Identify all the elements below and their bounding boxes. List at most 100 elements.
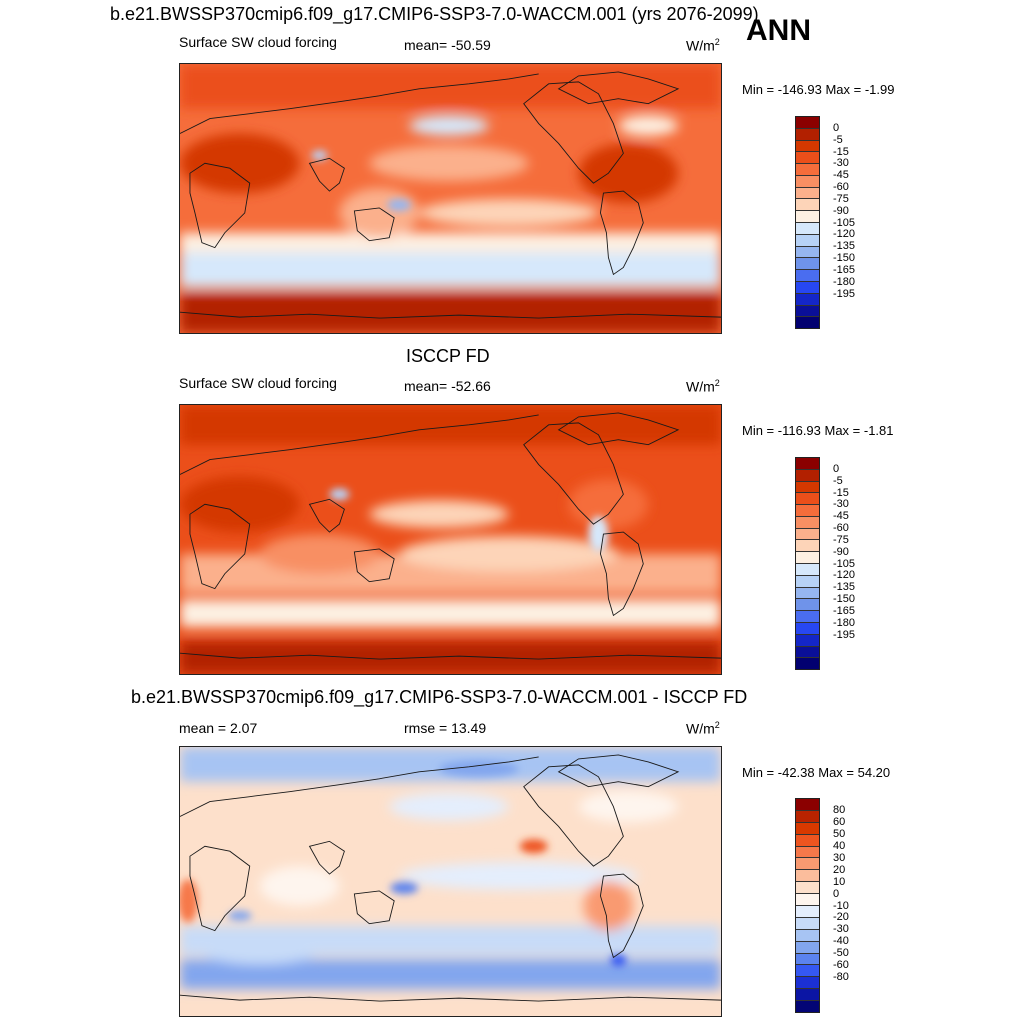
panel-3-rmse-label: rmse = 13.49 bbox=[404, 720, 487, 736]
colorbar-swatch bbox=[796, 929, 819, 942]
colorbar-swatch bbox=[796, 882, 819, 895]
colorbar-swatch bbox=[796, 117, 819, 129]
panel-1-title: b.e21.BWSSP370cmip6.f09_g17.CMIP6-SSP3-7… bbox=[110, 4, 759, 24]
colorbar-tick-label: -120 bbox=[833, 569, 856, 582]
colorbar-tick-label: -80 bbox=[833, 971, 849, 984]
panel-3-colorbar bbox=[795, 798, 820, 1013]
colorbar-tick-label: -135 bbox=[833, 581, 856, 594]
colorbar-swatch bbox=[796, 540, 819, 553]
panel-3-minmax: Min = -42.38 Max = 54.20 bbox=[742, 765, 891, 780]
panel-1-minmax: Min = -146.93 Max = -1.99 bbox=[742, 82, 895, 97]
colorbar-swatch bbox=[796, 564, 819, 576]
colorbar-swatch bbox=[796, 234, 819, 247]
colorbar-tick-label: -40 bbox=[833, 935, 849, 948]
colorbar-tick-label: -150 bbox=[833, 252, 856, 264]
colorbar-swatch bbox=[796, 128, 819, 141]
colorbar-tick-label: 50 bbox=[833, 827, 846, 840]
panel-2-units: W/m2 bbox=[686, 378, 720, 395]
colorbar-swatch bbox=[796, 164, 819, 176]
colorbar-swatch bbox=[796, 965, 819, 978]
colorbar-tick-label: -30 bbox=[833, 498, 849, 511]
colorbar-tick-label: -105 bbox=[833, 557, 856, 570]
colorbar-swatch bbox=[796, 481, 819, 494]
colorbar-tick-label: 20 bbox=[833, 863, 846, 876]
colorbar-tick-label: -30 bbox=[833, 923, 849, 936]
colorbar-tick-label: -75 bbox=[833, 192, 849, 205]
colorbar-swatch bbox=[796, 246, 819, 259]
colorbar-swatch bbox=[796, 293, 819, 306]
colorbar-swatch bbox=[796, 870, 819, 883]
colorbar-swatch bbox=[796, 658, 819, 670]
panel-2-variable-label: Surface SW cloud forcing bbox=[179, 375, 337, 391]
colorbar-tick-label: 80 bbox=[833, 803, 846, 816]
colorbar-tick-label: 10 bbox=[833, 875, 846, 888]
panel-3-mean-label: mean = 2.07 bbox=[179, 720, 258, 736]
colorbar-swatch bbox=[796, 152, 819, 165]
colorbar-tick-label: -5 bbox=[833, 474, 843, 487]
colorbar-swatch bbox=[796, 458, 819, 470]
colorbar-swatch bbox=[796, 917, 819, 930]
colorbar-tick-label: -135 bbox=[833, 240, 856, 253]
colorbar-swatch bbox=[796, 469, 819, 482]
panel-2-colorbar bbox=[795, 457, 820, 670]
colorbar-tick-label: -20 bbox=[833, 911, 849, 924]
colorbar-swatch bbox=[796, 846, 819, 859]
colorbar-swatch bbox=[796, 211, 819, 224]
colorbar-swatch bbox=[796, 305, 819, 318]
colorbar-swatch bbox=[796, 611, 819, 623]
colorbar-swatch bbox=[796, 906, 819, 918]
colorbar-tick-label: -165 bbox=[833, 263, 856, 276]
colorbar-swatch bbox=[796, 575, 819, 588]
colorbar-tick-label: -180 bbox=[833, 275, 856, 288]
panel-3-title: b.e21.BWSSP370cmip6.f09_g17.CMIP6-SSP3-7… bbox=[131, 687, 748, 707]
colorbar-swatch bbox=[796, 822, 819, 835]
panel-1-colorbar bbox=[795, 116, 820, 329]
colorbar-tick-label: -45 bbox=[833, 169, 849, 182]
colorbar-tick-label: -195 bbox=[833, 628, 856, 641]
colorbar-tick-label: -5 bbox=[833, 133, 843, 146]
colorbar-swatch bbox=[796, 528, 819, 541]
colorbar-swatch bbox=[796, 270, 819, 282]
colorbar-swatch bbox=[796, 799, 819, 811]
colorbar-swatch bbox=[796, 187, 819, 200]
colorbar-swatch bbox=[796, 199, 819, 212]
colorbar-tick-label: -30 bbox=[833, 157, 849, 170]
colorbar-tick-label: -60 bbox=[833, 959, 849, 972]
colorbar-swatch bbox=[796, 953, 819, 966]
panel-1-mean-label: mean= -50.59 bbox=[404, 37, 491, 53]
colorbar-swatch bbox=[796, 834, 819, 847]
colorbar-tick-label: -15 bbox=[833, 145, 849, 158]
colorbar-tick-label: -75 bbox=[833, 533, 849, 546]
colorbar-swatch bbox=[796, 175, 819, 188]
season-label: ANN bbox=[746, 14, 811, 47]
colorbar-swatch bbox=[796, 989, 819, 1002]
colorbar-tick-label: -180 bbox=[833, 616, 856, 629]
colorbar-swatch bbox=[796, 493, 819, 506]
colorbar-swatch bbox=[796, 646, 819, 659]
colorbar-swatch bbox=[796, 223, 819, 235]
colorbar-swatch bbox=[796, 599, 819, 612]
colorbar-swatch bbox=[796, 634, 819, 647]
colorbar-tick-label: -90 bbox=[833, 204, 849, 217]
colorbar-swatch bbox=[796, 281, 819, 294]
colorbar-swatch bbox=[796, 140, 819, 153]
panel-2-title: ISCCP FD bbox=[406, 346, 490, 366]
colorbar-swatch bbox=[796, 505, 819, 517]
colorbar-tick-label: -195 bbox=[833, 287, 856, 300]
colorbar-tick-label: -15 bbox=[833, 486, 849, 499]
colorbar-tick-label: 0 bbox=[833, 887, 840, 900]
panel-3-units: W/m2 bbox=[686, 720, 720, 737]
colorbar-tick-label: -60 bbox=[833, 522, 849, 534]
colorbar-tick-label: -60 bbox=[833, 181, 849, 193]
colorbar-tick-label: -120 bbox=[833, 228, 856, 241]
colorbar-swatch bbox=[796, 941, 819, 954]
panel-1-variable-label: Surface SW cloud forcing bbox=[179, 34, 337, 50]
colorbar-swatch bbox=[796, 894, 819, 907]
colorbar-tick-label: -105 bbox=[833, 216, 856, 229]
colorbar-swatch bbox=[796, 977, 819, 990]
colorbar-swatch bbox=[796, 317, 819, 329]
panel-1-units: W/m2 bbox=[686, 37, 720, 54]
panel-1-map bbox=[179, 63, 722, 334]
colorbar-swatch bbox=[796, 810, 819, 823]
panel-2-mean-label: mean= -52.66 bbox=[404, 378, 491, 394]
